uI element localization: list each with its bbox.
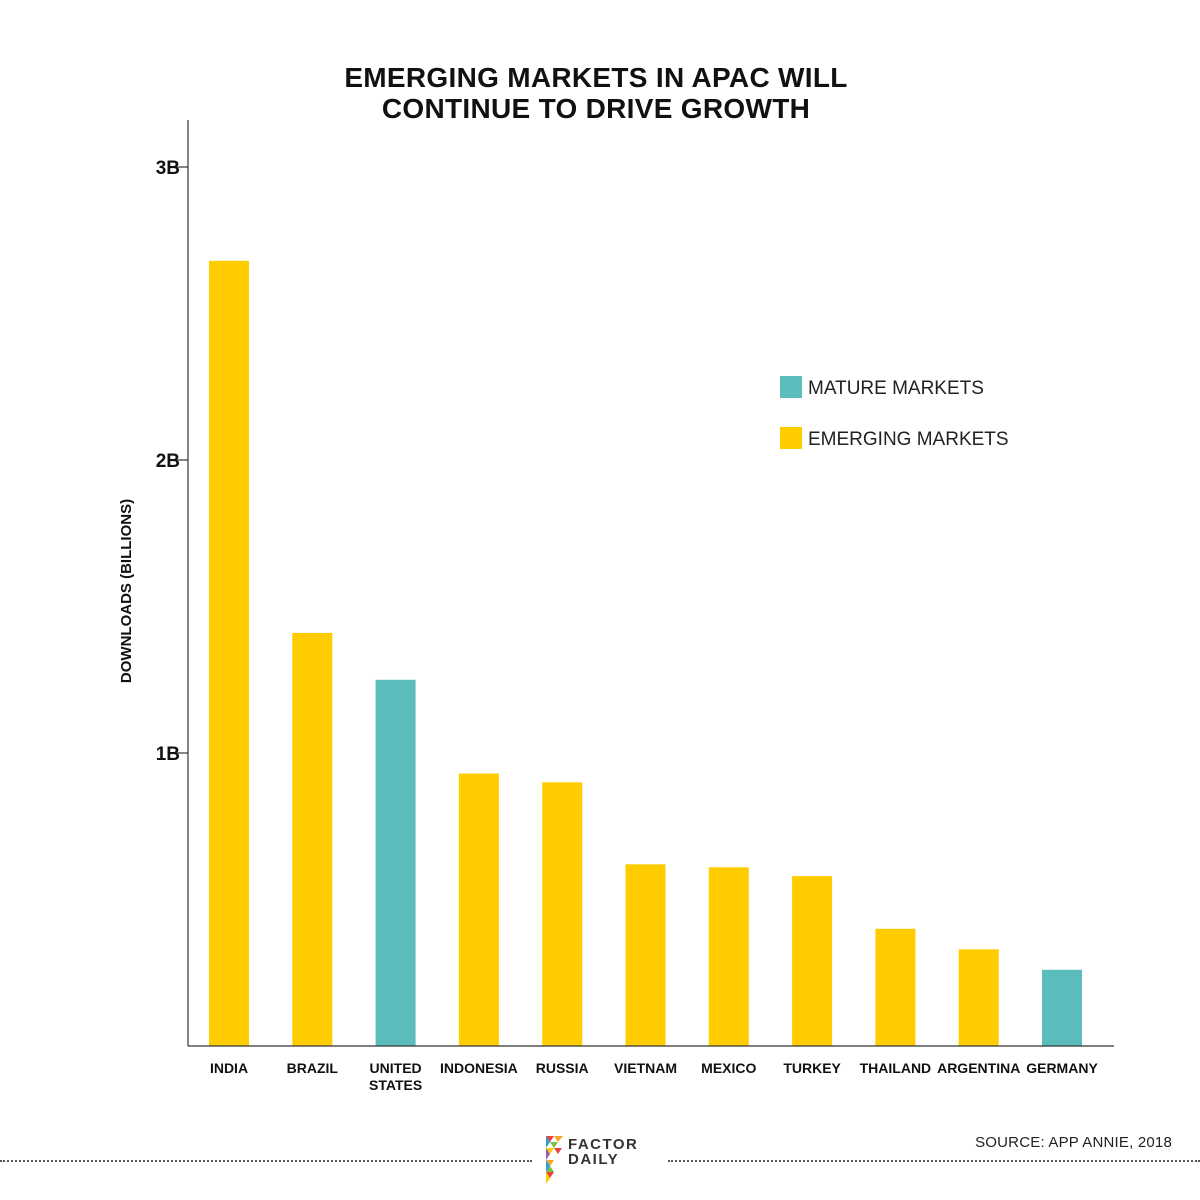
chart-title-line-1: EMERGING MARKETS IN APAC WILL [344, 62, 848, 93]
bar-indonesia [458, 773, 499, 1046]
bar-germany [1042, 969, 1082, 1046]
labels-layer: INDIA BRAZIL UNITED STATES INDONESIA RUSSIA VI… [156, 158, 1099, 1093]
footer-divider-left [0, 1160, 532, 1162]
y-tick-label-3b: 3B [156, 158, 180, 179]
legend-label-emerging: EMERGING MARKETS [808, 429, 1009, 450]
axis-layer [176, 120, 1114, 1047]
logo-line-2: DAILY [568, 1151, 620, 1168]
bar-india [209, 260, 249, 1046]
bar-brazil [292, 632, 333, 1046]
x-tick-label-argentina: ARGENTINA [937, 1060, 1020, 1076]
logo-wordmark: FACTOR DAILY [568, 1137, 638, 1167]
bar-argentina [958, 949, 999, 1046]
x-tick-label-brazil: BRAZIL [287, 1060, 339, 1076]
x-tick-label-germany: GERMANY [1026, 1060, 1098, 1076]
y-tick-label-2b: 2B [156, 451, 180, 472]
legend-swatch-mature [780, 376, 802, 398]
legend: MATURE MARKETS EMERGING MARKETS [780, 376, 1009, 450]
bar-russia [542, 782, 583, 1046]
bar-mexico [708, 867, 749, 1046]
factor-daily-logo: FACTOR DAILY [546, 1136, 666, 1186]
bar-chart: INDIA BRAZIL UNITED STATES INDONESIA RUSSIA VI… [118, 120, 1114, 1093]
source-note: SOURCE: APP ANNIE, 2018 [975, 1134, 1172, 1151]
chart-title-line-2: CONTINUE TO DRIVE GROWTH [381, 93, 811, 124]
legend-swatch-emerging [780, 427, 802, 449]
x-tick-label-vietnam: VIETNAM [614, 1060, 677, 1076]
logo-line-1: FACTOR [568, 1136, 639, 1153]
bars-layer [209, 260, 1082, 1047]
x-tick-label-indonesia: INDONESIA [440, 1060, 518, 1076]
x-tick-label-mexico: MEXICO [701, 1060, 756, 1076]
bar-vietnam [625, 864, 666, 1046]
legend-label-mature: MATURE MARKETS [808, 378, 984, 399]
bar-turkey [792, 876, 833, 1046]
x-tick-label-india: INDIA [210, 1060, 248, 1076]
x-tick-label-turkey: TURKEY [783, 1060, 841, 1076]
bar-united-states [375, 679, 416, 1047]
x-tick-label-united-states: UNITED STATES [369, 1060, 422, 1093]
x-tick-label-russia: RUSSIA [536, 1060, 589, 1076]
logo-mark-icon [546, 1136, 563, 1184]
bar-thailand [875, 928, 916, 1046]
x-tick-label-thailand: THAILAND [860, 1060, 932, 1076]
y-axis-label: DOWNLOADS (BILLIONS) [118, 499, 135, 683]
chart-title: EMERGING MARKETS IN APAC WILL CONTINUE T… [0, 62, 1192, 124]
y-tick-label-1b: 1B [156, 744, 180, 765]
footer-divider-right [668, 1160, 1200, 1162]
